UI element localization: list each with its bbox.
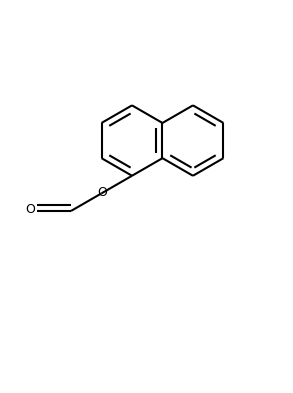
Text: O: O xyxy=(98,186,108,199)
Text: O: O xyxy=(25,203,35,216)
